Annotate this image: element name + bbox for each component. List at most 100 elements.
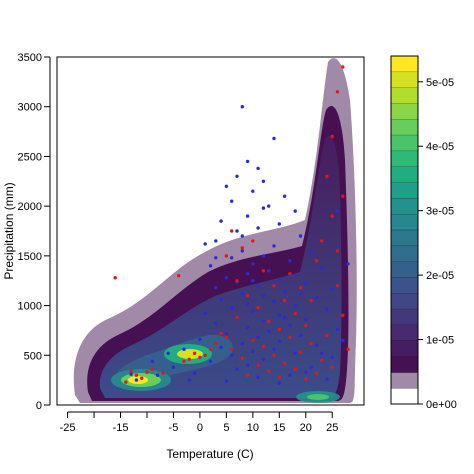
data-point-series-1-15 bbox=[272, 284, 276, 288]
data-point-series-1-63 bbox=[288, 272, 292, 276]
data-point-series-0-20 bbox=[240, 249, 244, 253]
x-tick-label-4: 5 bbox=[223, 422, 229, 434]
data-point-series-0-100 bbox=[187, 378, 191, 382]
data-point-series-0-7 bbox=[251, 189, 255, 193]
data-point-series-0-24 bbox=[288, 259, 292, 263]
data-point-series-0-84 bbox=[277, 381, 281, 385]
data-point-series-0-83 bbox=[224, 379, 229, 383]
y-tick-label-5: 2500 bbox=[18, 151, 42, 163]
data-point-series-0-99 bbox=[304, 370, 308, 374]
density-band-3 bbox=[99, 135, 342, 398]
data-point-series-1-64 bbox=[309, 298, 313, 303]
data-point-series-0-25 bbox=[251, 262, 255, 266]
data-point-series-0-17 bbox=[298, 234, 303, 238]
data-point-series-1-53 bbox=[161, 371, 165, 375]
data-point-series-0-36 bbox=[214, 286, 218, 290]
data-point-series-0-94 bbox=[251, 279, 255, 283]
y-tick-label-7: 3500 bbox=[18, 52, 42, 64]
data-point-series-0-13 bbox=[219, 219, 223, 223]
data-point-series-0-76 bbox=[309, 365, 313, 369]
data-point-series-1-6 bbox=[330, 214, 334, 218]
data-point-series-0-69 bbox=[293, 351, 297, 355]
data-point-series-1-33 bbox=[320, 358, 324, 362]
data-point-series-0-9 bbox=[230, 199, 234, 203]
colorbar-segment-3 bbox=[391, 340, 418, 357]
data-point-series-0-59 bbox=[224, 331, 229, 336]
data-point-series-0-38 bbox=[282, 290, 287, 294]
data-point-series-1-0 bbox=[113, 276, 117, 280]
data-point-series-0-26 bbox=[208, 264, 213, 268]
data-point-series-0-82 bbox=[325, 377, 329, 381]
data-point-series-1-28 bbox=[261, 344, 266, 348]
data-point-series-0-93 bbox=[214, 256, 218, 260]
data-point-series-1-39 bbox=[314, 371, 319, 375]
colorbar-segment-20 bbox=[391, 71, 418, 88]
data-point-series-1-14 bbox=[261, 269, 266, 273]
plot-frame bbox=[56, 56, 365, 406]
data-point-series-0-23 bbox=[230, 256, 234, 260]
colorbar-segment-19 bbox=[391, 87, 418, 104]
data-point-series-0-44 bbox=[245, 301, 250, 306]
data-point-series-0-45 bbox=[293, 303, 297, 308]
data-point-series-0-21 bbox=[309, 250, 313, 254]
x-axis-label: Temperature (C) bbox=[166, 447, 253, 461]
colorbar-segment-18 bbox=[391, 103, 418, 120]
data-point-series-0-63 bbox=[277, 339, 281, 344]
data-point-series-0-79 bbox=[192, 371, 197, 375]
data-point-series-1-7 bbox=[320, 239, 324, 243]
data-point-series-0-40 bbox=[261, 293, 266, 298]
data-point-series-1-29 bbox=[230, 347, 234, 351]
data-point-series-0-28 bbox=[267, 269, 271, 273]
x-tick-label-0: -25 bbox=[60, 422, 76, 434]
data-point-series-0-103 bbox=[261, 206, 266, 210]
data-point-series-0-55 bbox=[288, 323, 292, 328]
data-point-series-1-31 bbox=[272, 353, 276, 357]
data-point-series-0-15 bbox=[256, 226, 260, 230]
data-point-series-0-8 bbox=[282, 194, 287, 198]
data-point-series-1-26 bbox=[251, 338, 255, 343]
data-point-series-1-5 bbox=[341, 194, 345, 198]
y-tick-label-0: 0 bbox=[36, 400, 42, 412]
data-point-series-0-58 bbox=[267, 329, 271, 334]
colorbar-tick-label-1: 1e-05 bbox=[426, 335, 454, 347]
data-point-series-0-31 bbox=[224, 276, 229, 280]
x-tick-label-1: -15 bbox=[113, 422, 129, 434]
data-point-series-1-17 bbox=[282, 298, 287, 303]
data-point-series-0-41 bbox=[314, 295, 319, 300]
data-point-series-0-92 bbox=[203, 242, 207, 246]
data-point-series-1-24 bbox=[219, 331, 223, 336]
data-point-series-0-102 bbox=[335, 209, 340, 213]
data-point-series-0-5 bbox=[261, 179, 266, 183]
data-point-series-1-45 bbox=[187, 357, 191, 361]
data-point-series-1-37 bbox=[293, 367, 297, 371]
data-point-series-0-54 bbox=[214, 321, 218, 326]
data-point-series-1-62 bbox=[298, 286, 303, 290]
data-point-series-0-29 bbox=[245, 272, 250, 276]
data-point-series-1-36 bbox=[330, 365, 334, 369]
x-tick-label-5: 10 bbox=[247, 422, 259, 434]
data-point-series-0-61 bbox=[256, 335, 260, 340]
data-point-series-0-37 bbox=[330, 288, 334, 292]
data-point-series-1-12 bbox=[224, 254, 229, 258]
data-point-series-1-10 bbox=[230, 229, 234, 233]
data-point-series-1-50 bbox=[140, 376, 144, 380]
data-point-series-1-51 bbox=[129, 369, 133, 373]
data-point-series-1-21 bbox=[267, 319, 271, 324]
data-point-series-1-9 bbox=[314, 259, 319, 263]
data-point-series-1-2 bbox=[335, 90, 340, 94]
colorbar-segment-17 bbox=[391, 119, 418, 136]
data-point-series-1-57 bbox=[224, 335, 229, 340]
data-point-series-0-77 bbox=[235, 367, 239, 371]
data-point-series-1-65 bbox=[235, 279, 239, 283]
data-point-series-1-55 bbox=[208, 347, 213, 351]
density-contours bbox=[73, 58, 357, 404]
data-point-series-0-97 bbox=[341, 338, 345, 343]
data-point-series-1-41 bbox=[277, 375, 281, 379]
data-point-series-0-60 bbox=[298, 333, 303, 338]
data-point-series-0-48 bbox=[251, 309, 255, 314]
data-point-series-0-75 bbox=[245, 363, 250, 367]
colorbar-frame bbox=[390, 55, 419, 405]
colorbar-segment-0 bbox=[391, 388, 418, 405]
data-point-series-0-98 bbox=[320, 351, 324, 355]
colorbar-segment-14 bbox=[391, 166, 418, 183]
